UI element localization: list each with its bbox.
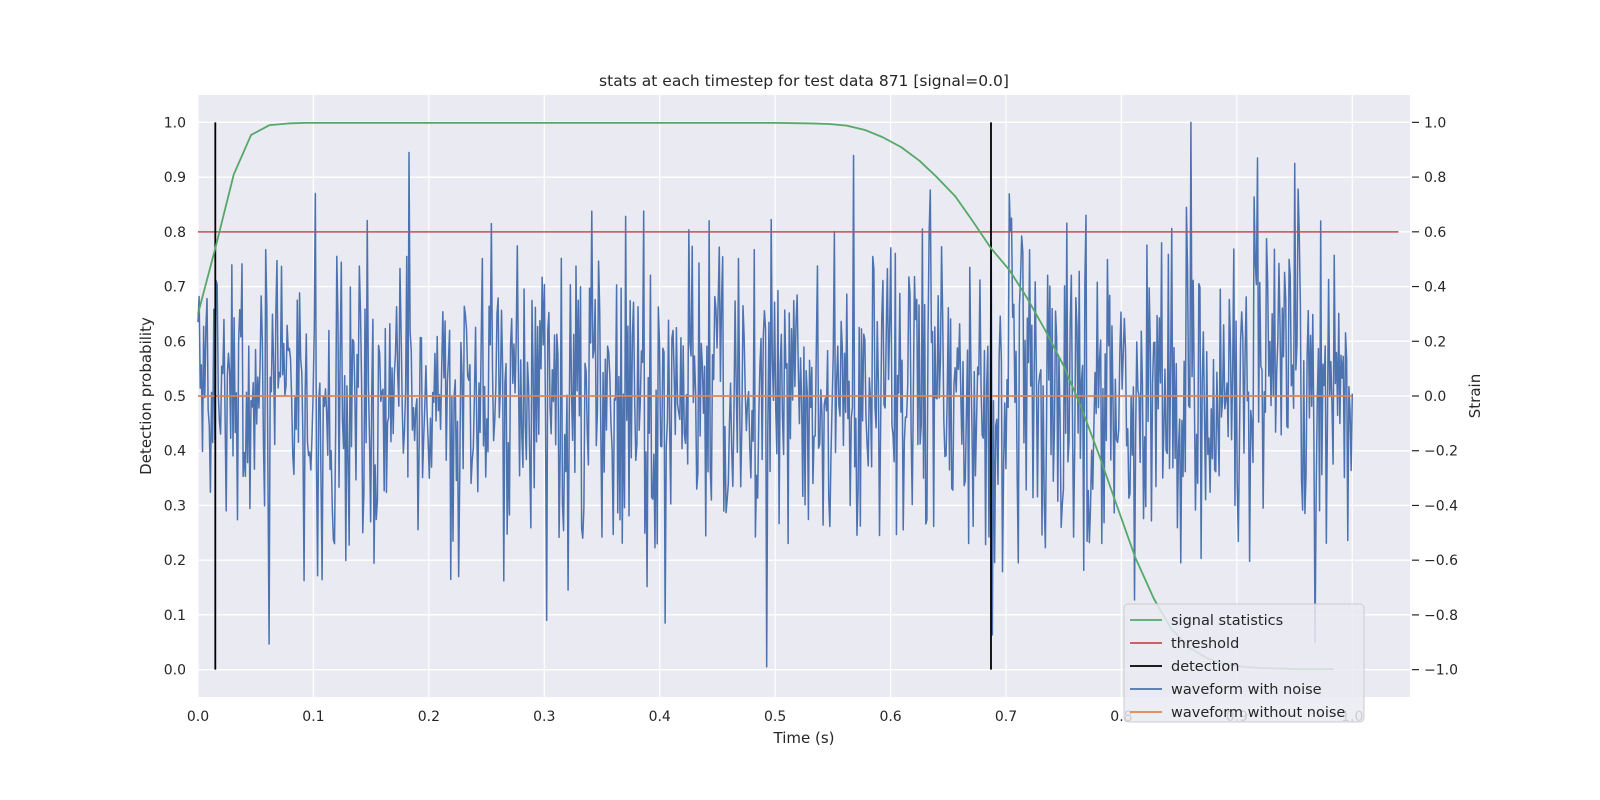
- legend: signal statistics threshold detection wavef…: [1123, 603, 1365, 723]
- y-tick-label: 0.6: [164, 334, 186, 350]
- x-tick-label: 0.1: [302, 709, 324, 725]
- series-layer: [197, 121, 1399, 670]
- y-tick-label-right: 0.8: [1424, 170, 1446, 186]
- y-axis-label-right: Strain: [1466, 374, 1484, 418]
- y-tick-label-right: −0.6: [1424, 553, 1458, 569]
- y-tick-label-right: −0.8: [1424, 608, 1458, 624]
- y-tick-label-right: 0.4: [1424, 280, 1446, 296]
- x-tick-label: 0.6: [879, 709, 901, 725]
- legend-label: waveform with noise: [1171, 682, 1322, 698]
- x-tick-label: 0.4: [649, 709, 671, 725]
- x-tick-label: 0.3: [533, 709, 555, 725]
- y-tick-label: 0.1: [164, 608, 186, 624]
- x-axis-label: Time (s): [773, 729, 835, 747]
- x-tick-label: 0.2: [418, 709, 440, 725]
- y-tick-label-right: 1.0: [1424, 115, 1446, 131]
- y-axis-label: Detection probability: [137, 317, 155, 475]
- x-tick-label: 0.5: [764, 709, 786, 725]
- chart-title: stats at each timestep for test data 871…: [599, 72, 1009, 90]
- y-tick-label: 0.9: [164, 170, 186, 186]
- legend-label: signal statistics: [1171, 613, 1283, 629]
- waveform-with-noise-line: [197, 121, 1354, 668]
- y-tick-label-right: −1.0: [1424, 663, 1458, 679]
- y-ticks: 0.0 0.1 0.2 0.3 0.4 0.5 0.6 0.7 0.8 0.9 1.0: [164, 115, 186, 678]
- x-tick-label: 0.0: [187, 709, 209, 725]
- y-tick-label-right: −0.4: [1424, 498, 1458, 514]
- y-tick-label: 0.8: [164, 225, 186, 241]
- y-tick-label: 0.3: [164, 498, 186, 514]
- y-tick-label-right: 0.6: [1424, 225, 1446, 241]
- x-tick-label: 0.7: [995, 709, 1017, 725]
- y-tick-label-right: 0.0: [1424, 389, 1446, 405]
- legend-label: waveform without noise: [1171, 705, 1345, 721]
- y-tick-label: 0.0: [164, 663, 186, 679]
- legend-label: threshold: [1171, 636, 1239, 652]
- legend-label: detection: [1171, 659, 1239, 675]
- y-tick-label: 0.7: [164, 280, 186, 296]
- y-tick-label: 1.0: [164, 115, 186, 131]
- y-tick-label-right: 0.2: [1424, 334, 1446, 350]
- y-tick-label: 0.4: [164, 444, 186, 460]
- y-tick-label: 0.5: [164, 389, 186, 405]
- legend-box: [1123, 603, 1365, 723]
- y-tick-label-right: −0.2: [1424, 444, 1458, 460]
- y-ticks-right: −1.0 −0.8 −0.6 −0.4 −0.2 0.0 0.2 0.4 0.6 0.8 1.0: [1412, 115, 1458, 679]
- y-tick-label: 0.2: [164, 553, 186, 569]
